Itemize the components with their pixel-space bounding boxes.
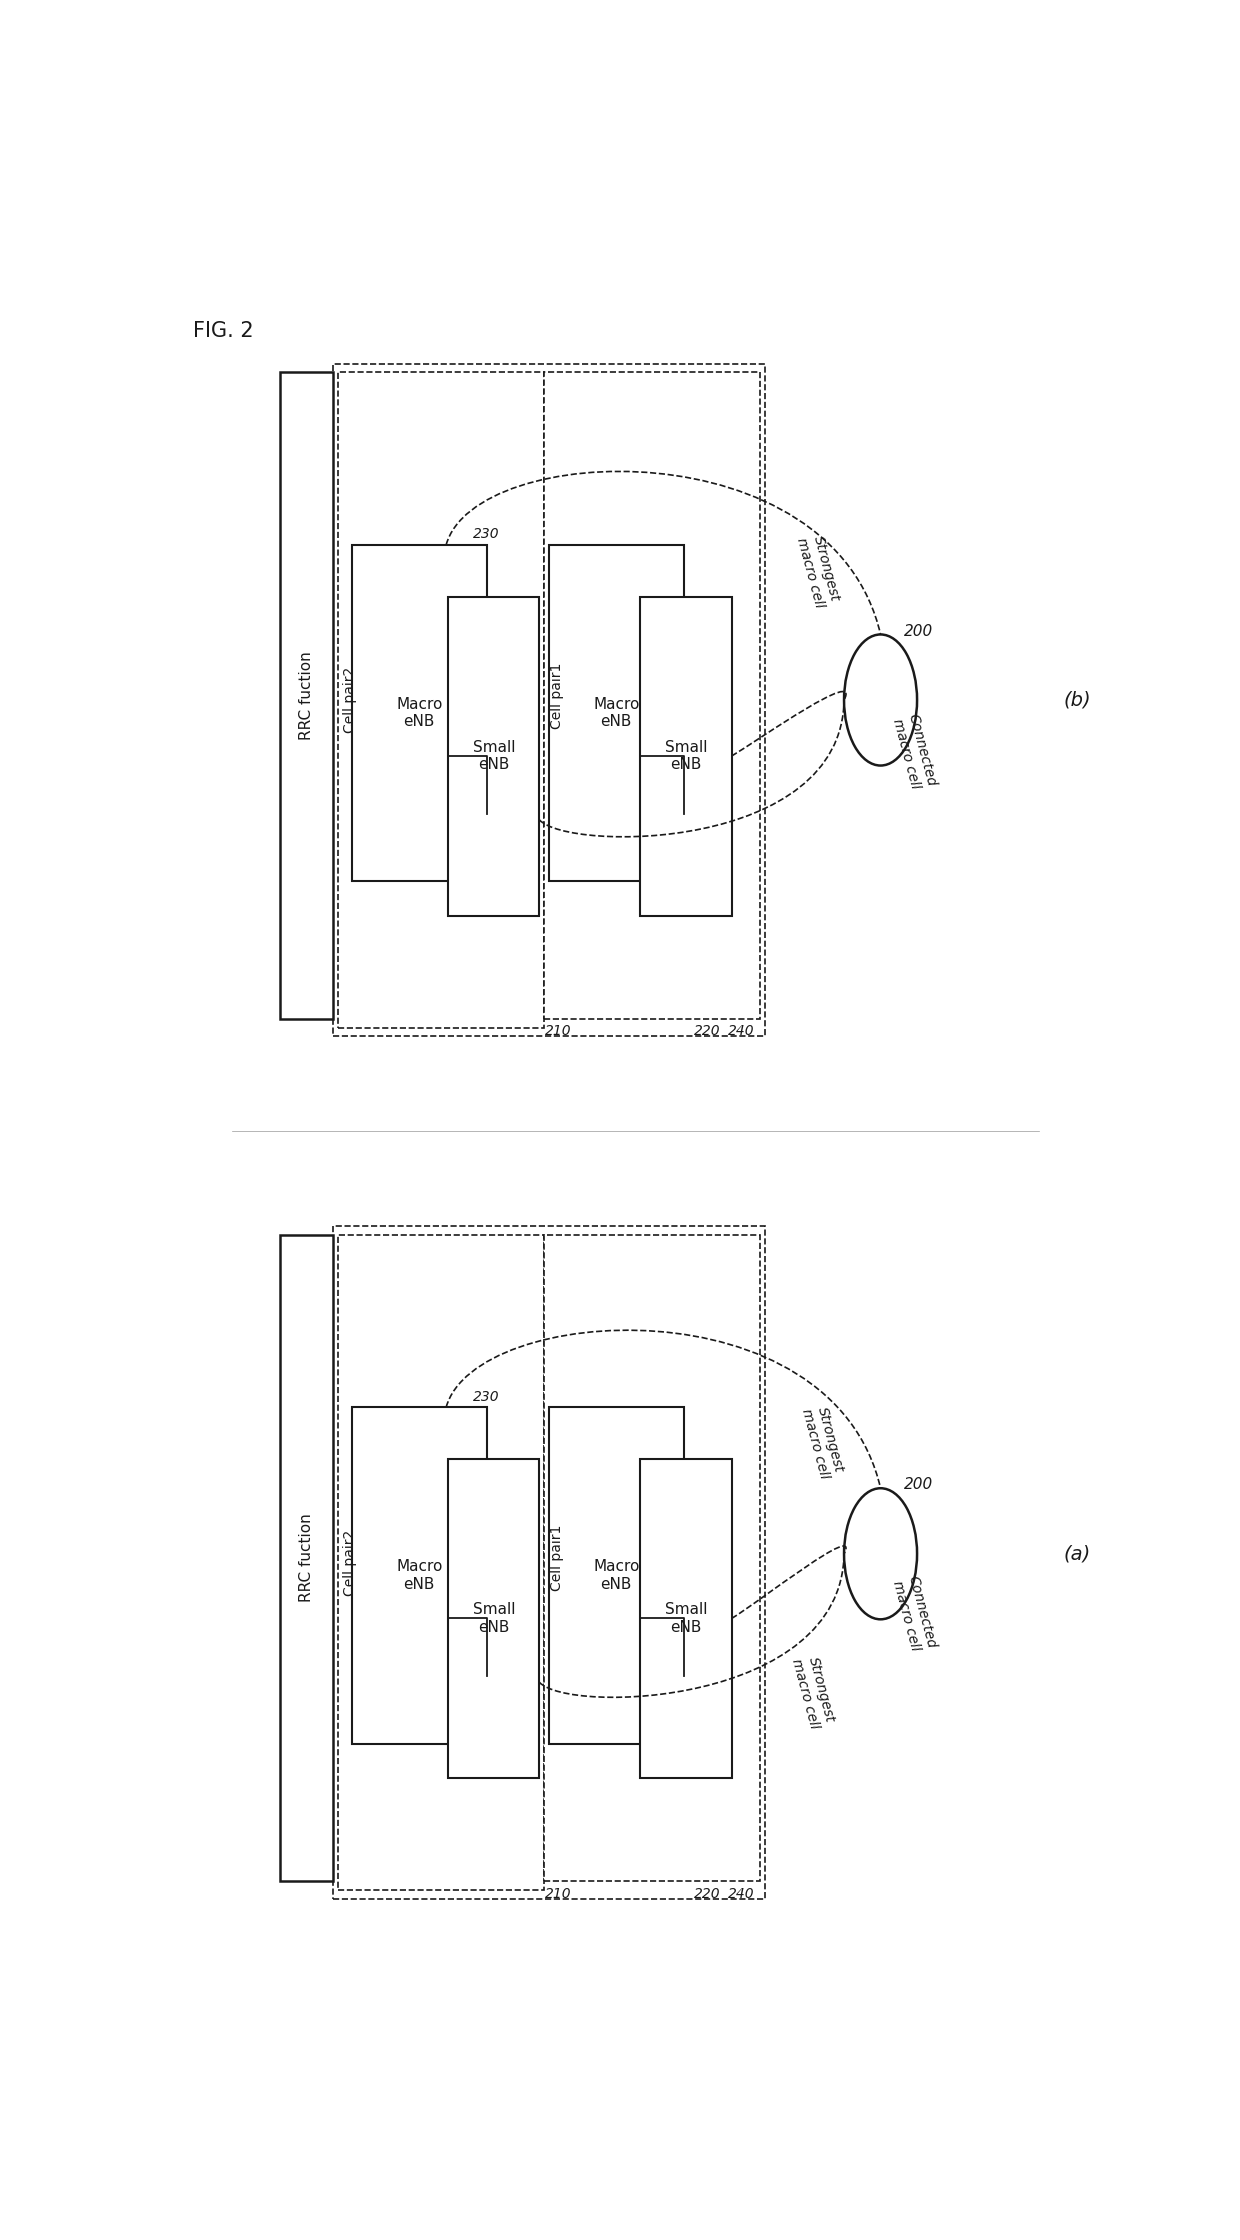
Text: Cell pair1: Cell pair1 bbox=[549, 1525, 564, 1590]
Text: 230: 230 bbox=[474, 526, 500, 542]
Text: 200: 200 bbox=[904, 623, 934, 638]
Text: 200: 200 bbox=[904, 1478, 934, 1492]
Bar bbox=[280, 372, 332, 1019]
Bar bbox=[352, 544, 486, 880]
Bar bbox=[280, 1234, 332, 1882]
Text: 220: 220 bbox=[694, 1024, 720, 1037]
Bar bbox=[544, 372, 760, 1019]
Bar bbox=[549, 1407, 683, 1743]
Text: (a): (a) bbox=[1064, 1543, 1091, 1564]
Text: RRC fuction: RRC fuction bbox=[299, 1514, 314, 1602]
Text: Small
eNB: Small eNB bbox=[665, 1602, 707, 1635]
Text: Strongest
macro cell: Strongest macro cell bbox=[790, 1653, 837, 1732]
Text: RRC fuction: RRC fuction bbox=[299, 652, 314, 739]
Bar bbox=[448, 596, 539, 916]
Bar bbox=[352, 1407, 486, 1743]
Text: Small
eNB: Small eNB bbox=[472, 739, 515, 773]
Text: Cell pair1: Cell pair1 bbox=[549, 663, 564, 728]
Bar bbox=[544, 1234, 760, 1882]
Text: Cell pair2: Cell pair2 bbox=[343, 1530, 357, 1595]
Bar bbox=[332, 363, 765, 1037]
Text: 210: 210 bbox=[546, 1024, 572, 1037]
Text: Connected
macro cell: Connected macro cell bbox=[890, 1575, 939, 1653]
Bar bbox=[448, 1458, 539, 1779]
Text: Macro
eNB: Macro eNB bbox=[593, 697, 640, 730]
Bar bbox=[640, 1458, 732, 1779]
Text: 240: 240 bbox=[728, 1024, 754, 1037]
Text: FIG. 2: FIG. 2 bbox=[193, 320, 254, 340]
Text: (b): (b) bbox=[1064, 690, 1091, 710]
Text: 240: 240 bbox=[728, 1886, 754, 1900]
Text: Strongest
macro cell: Strongest macro cell bbox=[799, 1402, 847, 1481]
Bar bbox=[337, 372, 544, 1028]
Text: Macro
eNB: Macro eNB bbox=[396, 1559, 443, 1593]
Text: Small
eNB: Small eNB bbox=[472, 1602, 515, 1635]
Bar bbox=[549, 544, 683, 880]
Text: Small
eNB: Small eNB bbox=[665, 739, 707, 773]
Text: Strongest
macro cell: Strongest macro cell bbox=[794, 531, 842, 609]
Bar bbox=[640, 596, 732, 916]
Text: 210: 210 bbox=[546, 1886, 572, 1900]
Text: 230: 230 bbox=[474, 1389, 500, 1404]
Text: 220: 220 bbox=[694, 1886, 720, 1900]
Bar bbox=[337, 1234, 544, 1891]
Text: Cell pair2: Cell pair2 bbox=[343, 668, 357, 732]
Text: Connected
macro cell: Connected macro cell bbox=[890, 712, 939, 791]
Text: Macro
eNB: Macro eNB bbox=[396, 697, 443, 730]
Bar bbox=[332, 1225, 765, 1900]
Text: Macro
eNB: Macro eNB bbox=[593, 1559, 640, 1593]
